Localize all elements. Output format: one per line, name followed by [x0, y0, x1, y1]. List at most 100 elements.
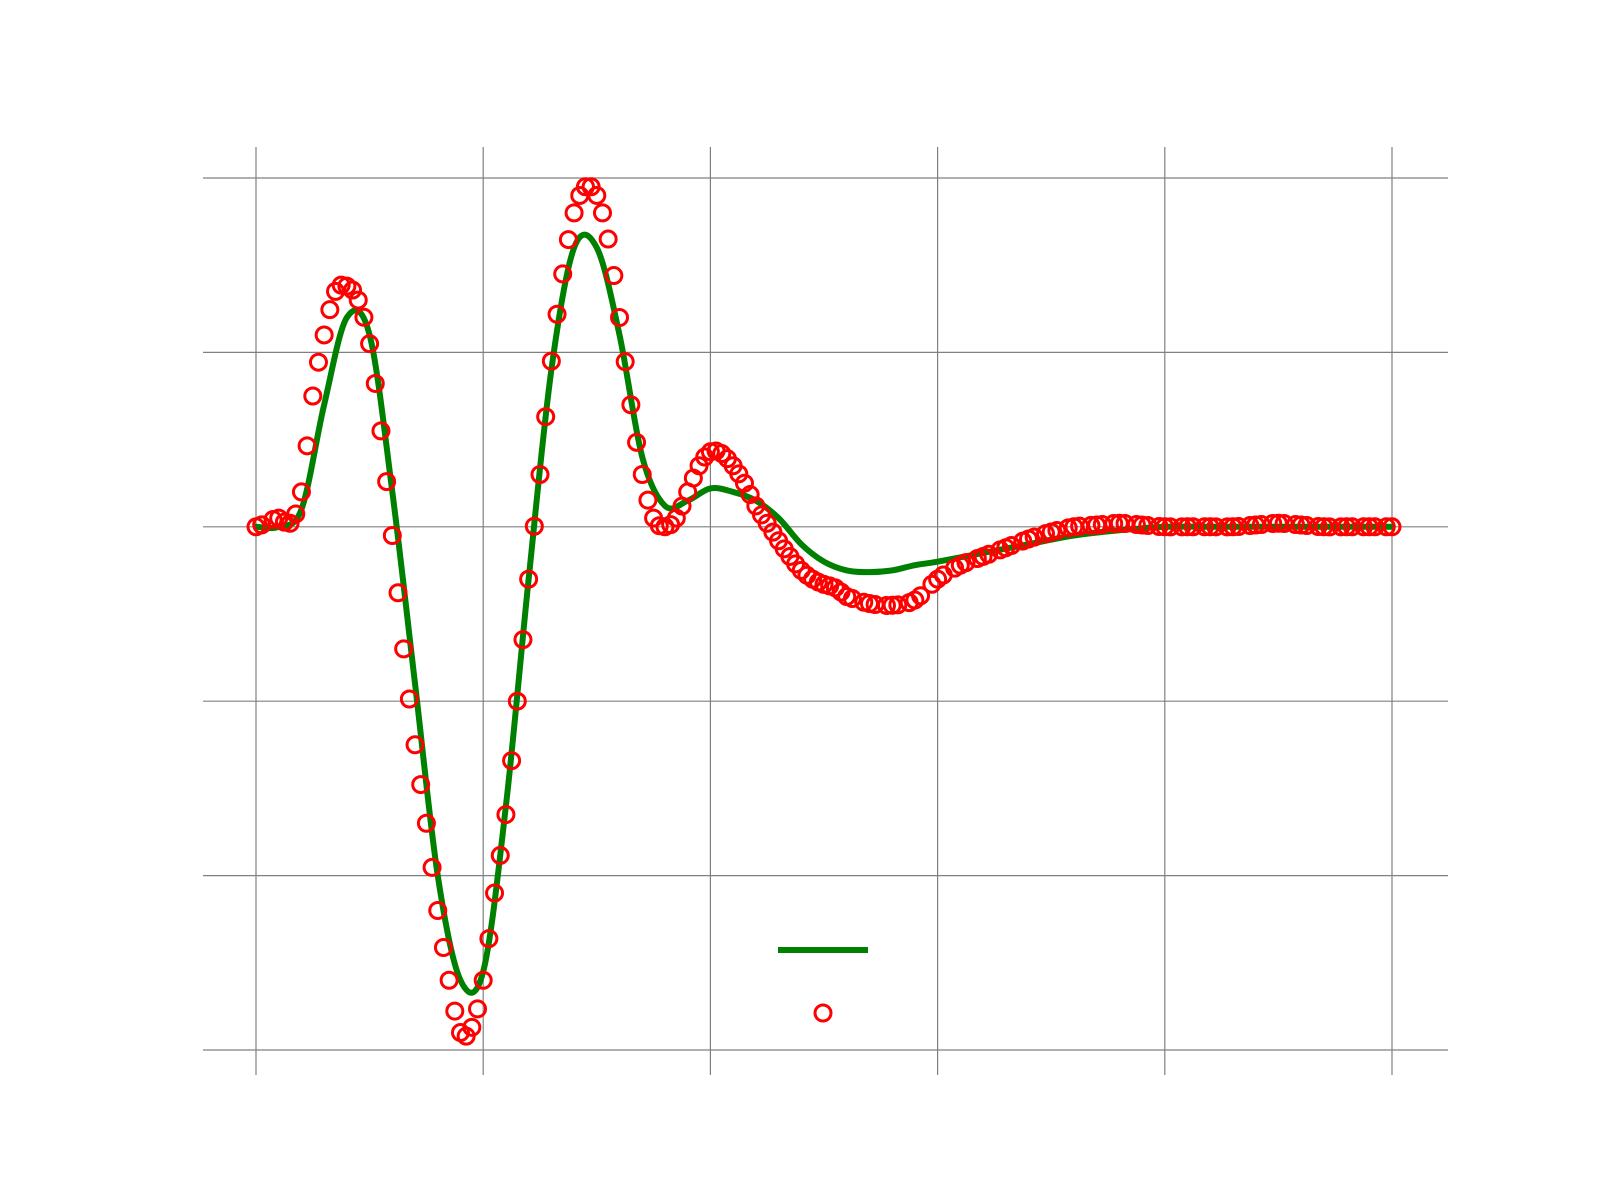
series: [246, 177, 1402, 1046]
data-point: [1047, 521, 1067, 541]
data-point: [536, 407, 556, 427]
data-point: [945, 558, 965, 578]
data-point: [303, 386, 323, 406]
data-point: [541, 351, 561, 371]
data-point: [291, 482, 311, 502]
data-point: [507, 691, 527, 711]
data-point: [1251, 515, 1271, 535]
data-point: [1320, 517, 1340, 537]
data-point: [547, 304, 567, 324]
data-point: [456, 1026, 476, 1046]
data-point: [348, 290, 368, 310]
data-point: [252, 515, 272, 535]
data-point: [1070, 516, 1090, 536]
data-point: [1013, 531, 1033, 551]
data-point: [1376, 517, 1396, 537]
data-point: [1240, 516, 1260, 536]
data-point: [519, 569, 539, 589]
data-point: [1104, 514, 1124, 534]
data-point: [1172, 517, 1192, 537]
data-point: [1058, 518, 1078, 538]
data-point: [615, 352, 635, 372]
data-point: [1115, 514, 1135, 534]
data-point: [1342, 517, 1362, 537]
data-point: [763, 522, 783, 542]
data-point: [581, 177, 601, 197]
data-point: [627, 432, 647, 452]
data-point: [445, 1001, 465, 1021]
data-point: [496, 805, 516, 825]
data-point: [1001, 536, 1021, 556]
data-point: [786, 554, 806, 574]
data-point: [729, 464, 749, 484]
data-point: [1036, 524, 1056, 544]
data-point: [286, 504, 306, 524]
data-point: [1092, 515, 1112, 535]
data-point: [297, 436, 317, 456]
data-point: [411, 775, 431, 795]
data-point: [320, 300, 340, 320]
data-point: [1081, 515, 1101, 535]
data-point: [1263, 514, 1283, 534]
data-point: [558, 230, 578, 250]
data-point: [439, 970, 459, 990]
data-point: [967, 549, 987, 569]
data-point: [1354, 517, 1374, 537]
data-point: [416, 813, 436, 833]
data-point: [399, 689, 419, 709]
data-point: [808, 572, 828, 592]
data-point: [394, 639, 414, 659]
data-point: [956, 553, 976, 573]
data-point: [683, 468, 703, 488]
data-point: [922, 574, 942, 594]
data-point: [524, 516, 544, 536]
data-point: [752, 505, 772, 525]
data-point: [513, 630, 533, 650]
data-point: [405, 735, 425, 755]
data-point: [842, 589, 862, 609]
data-point: [1274, 514, 1294, 534]
data-point: [553, 264, 573, 284]
data-point: [360, 334, 380, 354]
data-point: [990, 540, 1010, 560]
data-point: [473, 970, 493, 990]
data-point: [911, 586, 931, 606]
data-point: [377, 472, 397, 492]
data-point: [672, 496, 692, 516]
data-point: [717, 449, 737, 469]
data-point: [1149, 516, 1169, 536]
data-point: [598, 229, 618, 249]
data-point: [263, 509, 283, 529]
data-point: [1160, 517, 1180, 537]
data-point: [979, 544, 999, 564]
measured-markers: [246, 177, 1402, 1046]
data-point: [1126, 515, 1146, 535]
data-point: [502, 751, 522, 771]
data-point: [632, 464, 652, 484]
data-point: [888, 595, 908, 615]
data-point: [479, 929, 499, 949]
data-point: [530, 464, 550, 484]
data-point: [610, 308, 630, 328]
data-point: [1183, 517, 1203, 537]
data-point: [331, 275, 351, 295]
data-point: [1285, 515, 1305, 535]
data-point: [1206, 517, 1226, 537]
data-point: [468, 999, 488, 1019]
legend-circle-marker: [813, 1003, 833, 1023]
data-point: [485, 883, 505, 903]
data-point: [1138, 516, 1158, 536]
data-point: [854, 592, 874, 612]
data-point: [638, 490, 658, 510]
data-point: [621, 395, 641, 415]
data-point: [592, 203, 612, 223]
data-point: [1195, 517, 1215, 537]
data-point: [428, 900, 448, 920]
data-point: [382, 526, 402, 546]
data-point: [422, 857, 442, 877]
data-point: [876, 595, 896, 615]
data-point: [343, 280, 363, 300]
data-point: [1229, 516, 1249, 536]
model-line: [253, 231, 1395, 996]
